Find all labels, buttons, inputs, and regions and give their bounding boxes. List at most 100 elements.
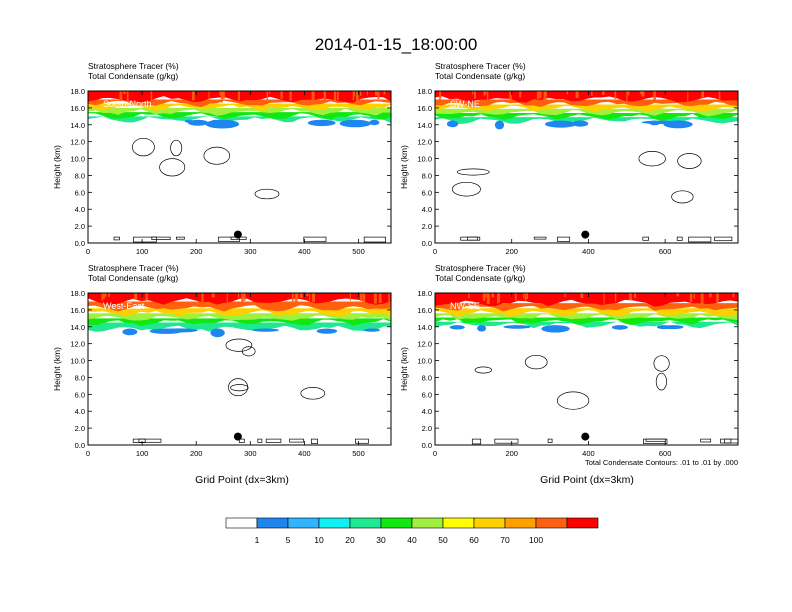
- plot-frame: [87, 90, 392, 244]
- tracer-patch: [210, 328, 225, 338]
- tracer-patch: [477, 325, 487, 332]
- y-tick-label: 0.0: [422, 239, 432, 248]
- y-tick-label: 8.0: [422, 373, 432, 382]
- tracer-band: [88, 107, 391, 116]
- tracer-patch: [339, 119, 371, 128]
- tracer-band: [88, 103, 391, 112]
- tracer-streak: [709, 293, 712, 298]
- tracer-streak: [334, 91, 337, 101]
- y-tick-label: 0.0: [75, 239, 85, 248]
- tracer-streak: [150, 91, 153, 102]
- tracer-streak: [119, 91, 123, 102]
- condensate-contour: [714, 236, 733, 242]
- tracer-field: [88, 91, 391, 243]
- tracer-streak: [439, 91, 442, 102]
- tracer-band: [88, 99, 391, 108]
- tracer-band: [435, 321, 738, 329]
- panel-4: Stratosphere Tracer (%)Total Condensate …: [399, 263, 739, 458]
- y-tick-label: 14.0: [417, 121, 432, 130]
- colorbar-swatch: [473, 517, 506, 529]
- tracer-streak: [237, 91, 240, 101]
- colorbar-swatch: [442, 517, 475, 529]
- x-tick-label: 200: [505, 449, 518, 458]
- y-tick-label: 14.0: [70, 323, 85, 332]
- tracer-streak: [639, 91, 642, 94]
- panel-header-line: Total Condensate (g/kg): [88, 71, 178, 81]
- tracer-band: [435, 108, 738, 117]
- tracer-band: [435, 104, 738, 113]
- tracer-streak: [280, 91, 283, 99]
- tracer-streak: [497, 293, 500, 302]
- tracer-streak: [629, 293, 632, 301]
- tracer-streak: [102, 293, 105, 300]
- x-axis-label-left: Grid Point (dx=3km): [195, 474, 289, 486]
- tracer-streak: [383, 91, 386, 95]
- condensate-contour: [556, 391, 590, 410]
- tracer-band: [88, 112, 391, 120]
- panels-group: Stratosphere Tracer (%)Total Condensate …: [52, 61, 739, 458]
- section-label: West-East: [103, 301, 145, 311]
- y-tick-label: 18.0: [70, 87, 85, 96]
- tracer-streak: [716, 293, 719, 303]
- condensate-contour: [524, 354, 548, 370]
- condensate-contour: [363, 236, 386, 243]
- y-tick-label: 2.0: [422, 222, 432, 231]
- colorbar-swatch: [535, 517, 568, 529]
- tracer-field: [435, 293, 738, 445]
- tracer-streak: [566, 91, 569, 95]
- x-tick-label: 0: [433, 247, 437, 256]
- colorbar-swatch: [380, 517, 413, 529]
- tracer-streak: [108, 293, 111, 297]
- tracer-streak: [519, 91, 522, 98]
- tracer-band: [88, 308, 391, 317]
- location-marker: [233, 432, 242, 441]
- y-axis-label: Height (km): [399, 347, 409, 391]
- tracer-streak: [543, 91, 547, 101]
- section-label: SW-NE: [450, 99, 480, 109]
- y-tick-label: 2.0: [75, 424, 85, 433]
- condensate-contour: [451, 181, 481, 197]
- tracer-streak: [523, 293, 525, 299]
- tracer-band: [88, 322, 391, 332]
- y-tick-label: 14.0: [417, 323, 432, 332]
- colorbar-label: 10: [314, 535, 324, 545]
- colorbar-swatch: [225, 517, 258, 529]
- location-marker: [233, 230, 242, 239]
- y-tick-label: 8.0: [75, 373, 85, 382]
- y-tick-label: 16.0: [70, 306, 85, 315]
- tracer-band: [435, 308, 738, 317]
- tracer-streak: [536, 91, 540, 99]
- plot-frame: [434, 292, 739, 446]
- tracer-streak: [208, 91, 210, 101]
- y-tick-label: 6.0: [75, 188, 85, 197]
- y-tick-label: 8.0: [75, 171, 85, 180]
- section-label: South-North: [103, 99, 152, 109]
- tracer-streak: [362, 293, 366, 303]
- condensate-contour: [230, 384, 249, 392]
- tracer-streak: [291, 293, 294, 304]
- x-tick-label: 0: [433, 449, 437, 458]
- condensate-contour: [653, 355, 670, 372]
- tracer-patch: [252, 328, 280, 332]
- y-tick-label: 18.0: [70, 289, 85, 298]
- condensate-contour: [151, 236, 171, 240]
- tracer-band: [88, 313, 391, 321]
- colorbar-label: 20: [345, 535, 355, 545]
- condensate-contour: [355, 438, 369, 444]
- colorbar-swatch: [349, 517, 382, 529]
- tracer-streak: [241, 293, 244, 304]
- tracer-streak: [388, 293, 390, 304]
- panel-header-line: Total Condensate (g/kg): [88, 273, 178, 283]
- condensate-contour: [159, 158, 186, 177]
- tracer-streak: [220, 91, 223, 103]
- tracer-streak: [676, 293, 679, 297]
- tracer-streak: [641, 91, 644, 96]
- tracer-band: [435, 317, 738, 326]
- tracer-patch: [446, 120, 459, 128]
- section-label: NW-SE: [450, 301, 480, 311]
- tracer-streak: [486, 293, 490, 305]
- x-tick-label: 200: [190, 247, 203, 256]
- tracer-streak: [474, 91, 476, 99]
- y-tick-label: 16.0: [70, 104, 85, 113]
